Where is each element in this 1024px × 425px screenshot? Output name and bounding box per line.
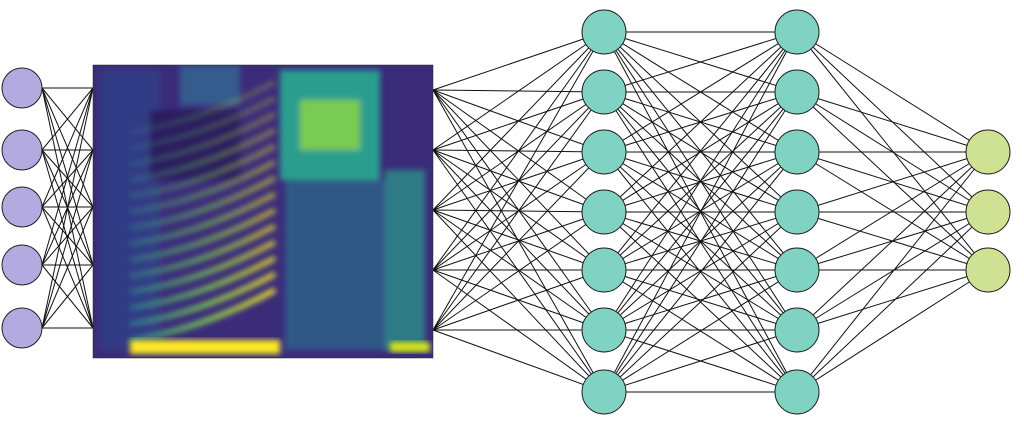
edge [603,211,798,331]
edge [796,211,989,393]
edge [796,91,989,153]
harmonic [129,79,277,135]
edge [41,87,94,266]
edge [796,31,989,153]
edge [603,211,798,393]
edge [603,91,798,393]
edge [432,149,605,271]
output-node [965,189,1011,235]
edge [41,206,94,266]
edge [603,31,798,393]
harmonic [129,175,277,231]
edge [603,31,798,331]
input-node [1,67,43,109]
edge [603,151,798,213]
hidden-node [774,129,820,175]
harmonic [129,111,277,167]
harmonic [129,223,277,279]
edge [432,269,605,393]
hidden-node [581,69,627,115]
edge [603,31,798,271]
hidden-node [774,307,820,353]
edge [41,87,94,329]
harmonic [129,95,277,151]
harmonic [129,255,277,311]
harmonic [129,143,277,199]
edge [603,269,798,393]
hidden-node [774,189,820,235]
harmonic [129,239,277,295]
edge [603,91,798,213]
hidden-node [774,69,820,115]
connections [41,31,989,393]
edge [432,209,605,271]
nodes [1,9,1011,415]
edge [796,151,989,331]
edge [603,329,798,393]
harmonic [129,271,277,327]
edge [432,31,605,91]
input-node [1,186,43,228]
hidden-node [581,369,627,415]
edge [432,31,605,331]
edge [603,31,798,93]
harmonic [129,207,277,263]
edge [432,269,605,331]
edge [41,206,94,329]
input-node [1,129,43,171]
edge [41,149,94,329]
harmonic [129,127,277,183]
edge [432,91,605,331]
harmonic [129,287,277,343]
spectrogram-frame [92,64,434,359]
edge [796,91,989,271]
edge [796,269,989,331]
edge [432,209,605,393]
input-node [1,244,43,286]
edge [432,151,605,331]
edge [41,87,94,151]
edge [432,31,605,151]
edge [41,149,94,208]
spectrogram [93,65,433,358]
edge [603,151,798,393]
edge [41,87,94,208]
edge [432,31,605,211]
edge [796,31,989,271]
edge [603,151,798,331]
edge [796,151,989,393]
edge [603,269,798,331]
hidden-node [774,247,820,293]
edge [432,31,605,271]
harmonic [129,159,277,215]
hidden-node [581,189,627,235]
harmonic [129,191,277,247]
output-node [965,129,1011,175]
edge [41,264,94,329]
edge [603,31,798,213]
output-node [965,247,1011,293]
edge [432,211,605,331]
edge [796,151,989,271]
edge [796,211,989,331]
input-node [1,307,43,349]
hidden-node [581,247,627,293]
hidden-node [581,307,627,353]
hidden-node [774,369,820,415]
edge [796,269,989,393]
edge [796,151,989,213]
hidden-node [774,9,820,55]
hidden-node [581,9,627,55]
hidden-node [581,129,627,175]
edge [432,329,605,393]
edge [603,31,798,153]
